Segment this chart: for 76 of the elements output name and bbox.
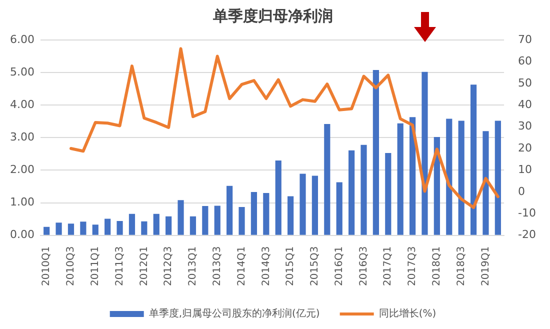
x-tick-label: 2015Q1: [285, 246, 296, 286]
y2-tick-label: -10: [518, 206, 536, 220]
bar: [300, 174, 306, 235]
x-tick-label: 2019Q1: [480, 246, 492, 286]
x-tick-label: 2010Q1: [41, 246, 52, 286]
y-tick-label: 2.00: [10, 163, 34, 176]
bar: [226, 186, 233, 235]
chart-title: 单季度归母净利润: [212, 6, 333, 25]
x-tick-label: 2014Q3: [260, 246, 272, 286]
x-tick-label: 2017Q3: [407, 246, 418, 286]
x-tick-label: 2012Q3: [163, 246, 174, 286]
y2-tick-label: 10: [518, 163, 532, 176]
x-tick-label: 2018Q1: [432, 246, 443, 286]
x-tick-label: 2018Q3: [456, 246, 467, 286]
bar: [116, 220, 123, 235]
bar: [202, 206, 208, 235]
bar: [141, 221, 148, 235]
bar: [56, 222, 62, 235]
y-tick-label: 4.00: [10, 98, 34, 111]
x-tick-label: 2014Q1: [236, 246, 248, 286]
legend-label: 同比增长(%): [378, 308, 436, 320]
bar: [409, 117, 416, 235]
x-tick-label: 2016Q3: [358, 246, 370, 286]
x-tick-label: 2011Q3: [114, 246, 126, 286]
bar: [214, 206, 220, 235]
x-tick-label: 2016Q1: [334, 246, 345, 286]
bar: [397, 123, 404, 235]
bar: [68, 224, 74, 235]
x-tick-label: 2017Q1: [382, 246, 394, 286]
bar: [494, 120, 501, 235]
bar: [324, 124, 330, 235]
bar: [348, 150, 355, 235]
y2-tick-label: 60: [518, 54, 532, 68]
y2-tick-label: 50: [518, 76, 532, 90]
bar: [250, 192, 258, 235]
y2-tick-label: 30: [518, 120, 532, 133]
x-tick-label: 2013Q3: [212, 246, 223, 286]
bar: [482, 131, 489, 235]
x-tick-label: 2010Q3: [66, 246, 77, 286]
y-tick-label: 0.00: [10, 228, 34, 242]
bar: [92, 224, 98, 235]
y-tick-label: 1.00: [10, 196, 34, 209]
bar: [422, 72, 428, 235]
legend-label: 单季度,归属母公司股东的净利润(亿元): [148, 308, 320, 320]
bar: [190, 216, 196, 235]
bar: [275, 160, 282, 235]
bar: [385, 152, 392, 235]
bar: [238, 206, 245, 235]
x-tick-label: 2013Q1: [188, 246, 199, 286]
bar: [44, 226, 50, 235]
bar: [104, 218, 111, 235]
y-tick-label: 3.00: [10, 130, 34, 144]
bar: [458, 120, 464, 235]
y-tick-label: 5.00: [10, 65, 34, 78]
y2-tick-label: 0: [518, 184, 526, 198]
bar: [312, 176, 318, 235]
bar: [470, 84, 477, 235]
bar: [128, 214, 136, 235]
y2-tick-label: -20: [518, 228, 536, 242]
x-tick-label: 2011Q1: [90, 246, 101, 286]
bar: [288, 196, 294, 235]
bar: [372, 70, 379, 235]
y2-tick-label: 20: [518, 141, 532, 154]
x-tick-label: 2012Q1: [138, 246, 150, 286]
bar: [336, 182, 342, 235]
bar: [178, 200, 184, 235]
y2-tick-label: 70: [518, 32, 532, 46]
bar: [263, 193, 270, 235]
bar: [80, 222, 86, 235]
x-tick-label: 2015Q3: [310, 246, 321, 286]
bar: [166, 216, 172, 235]
bar: [153, 214, 160, 235]
bar: [446, 118, 452, 235]
y2-tick-label: 40: [518, 98, 532, 111]
y-tick-label: 6.00: [10, 32, 34, 46]
bar: [360, 144, 367, 235]
